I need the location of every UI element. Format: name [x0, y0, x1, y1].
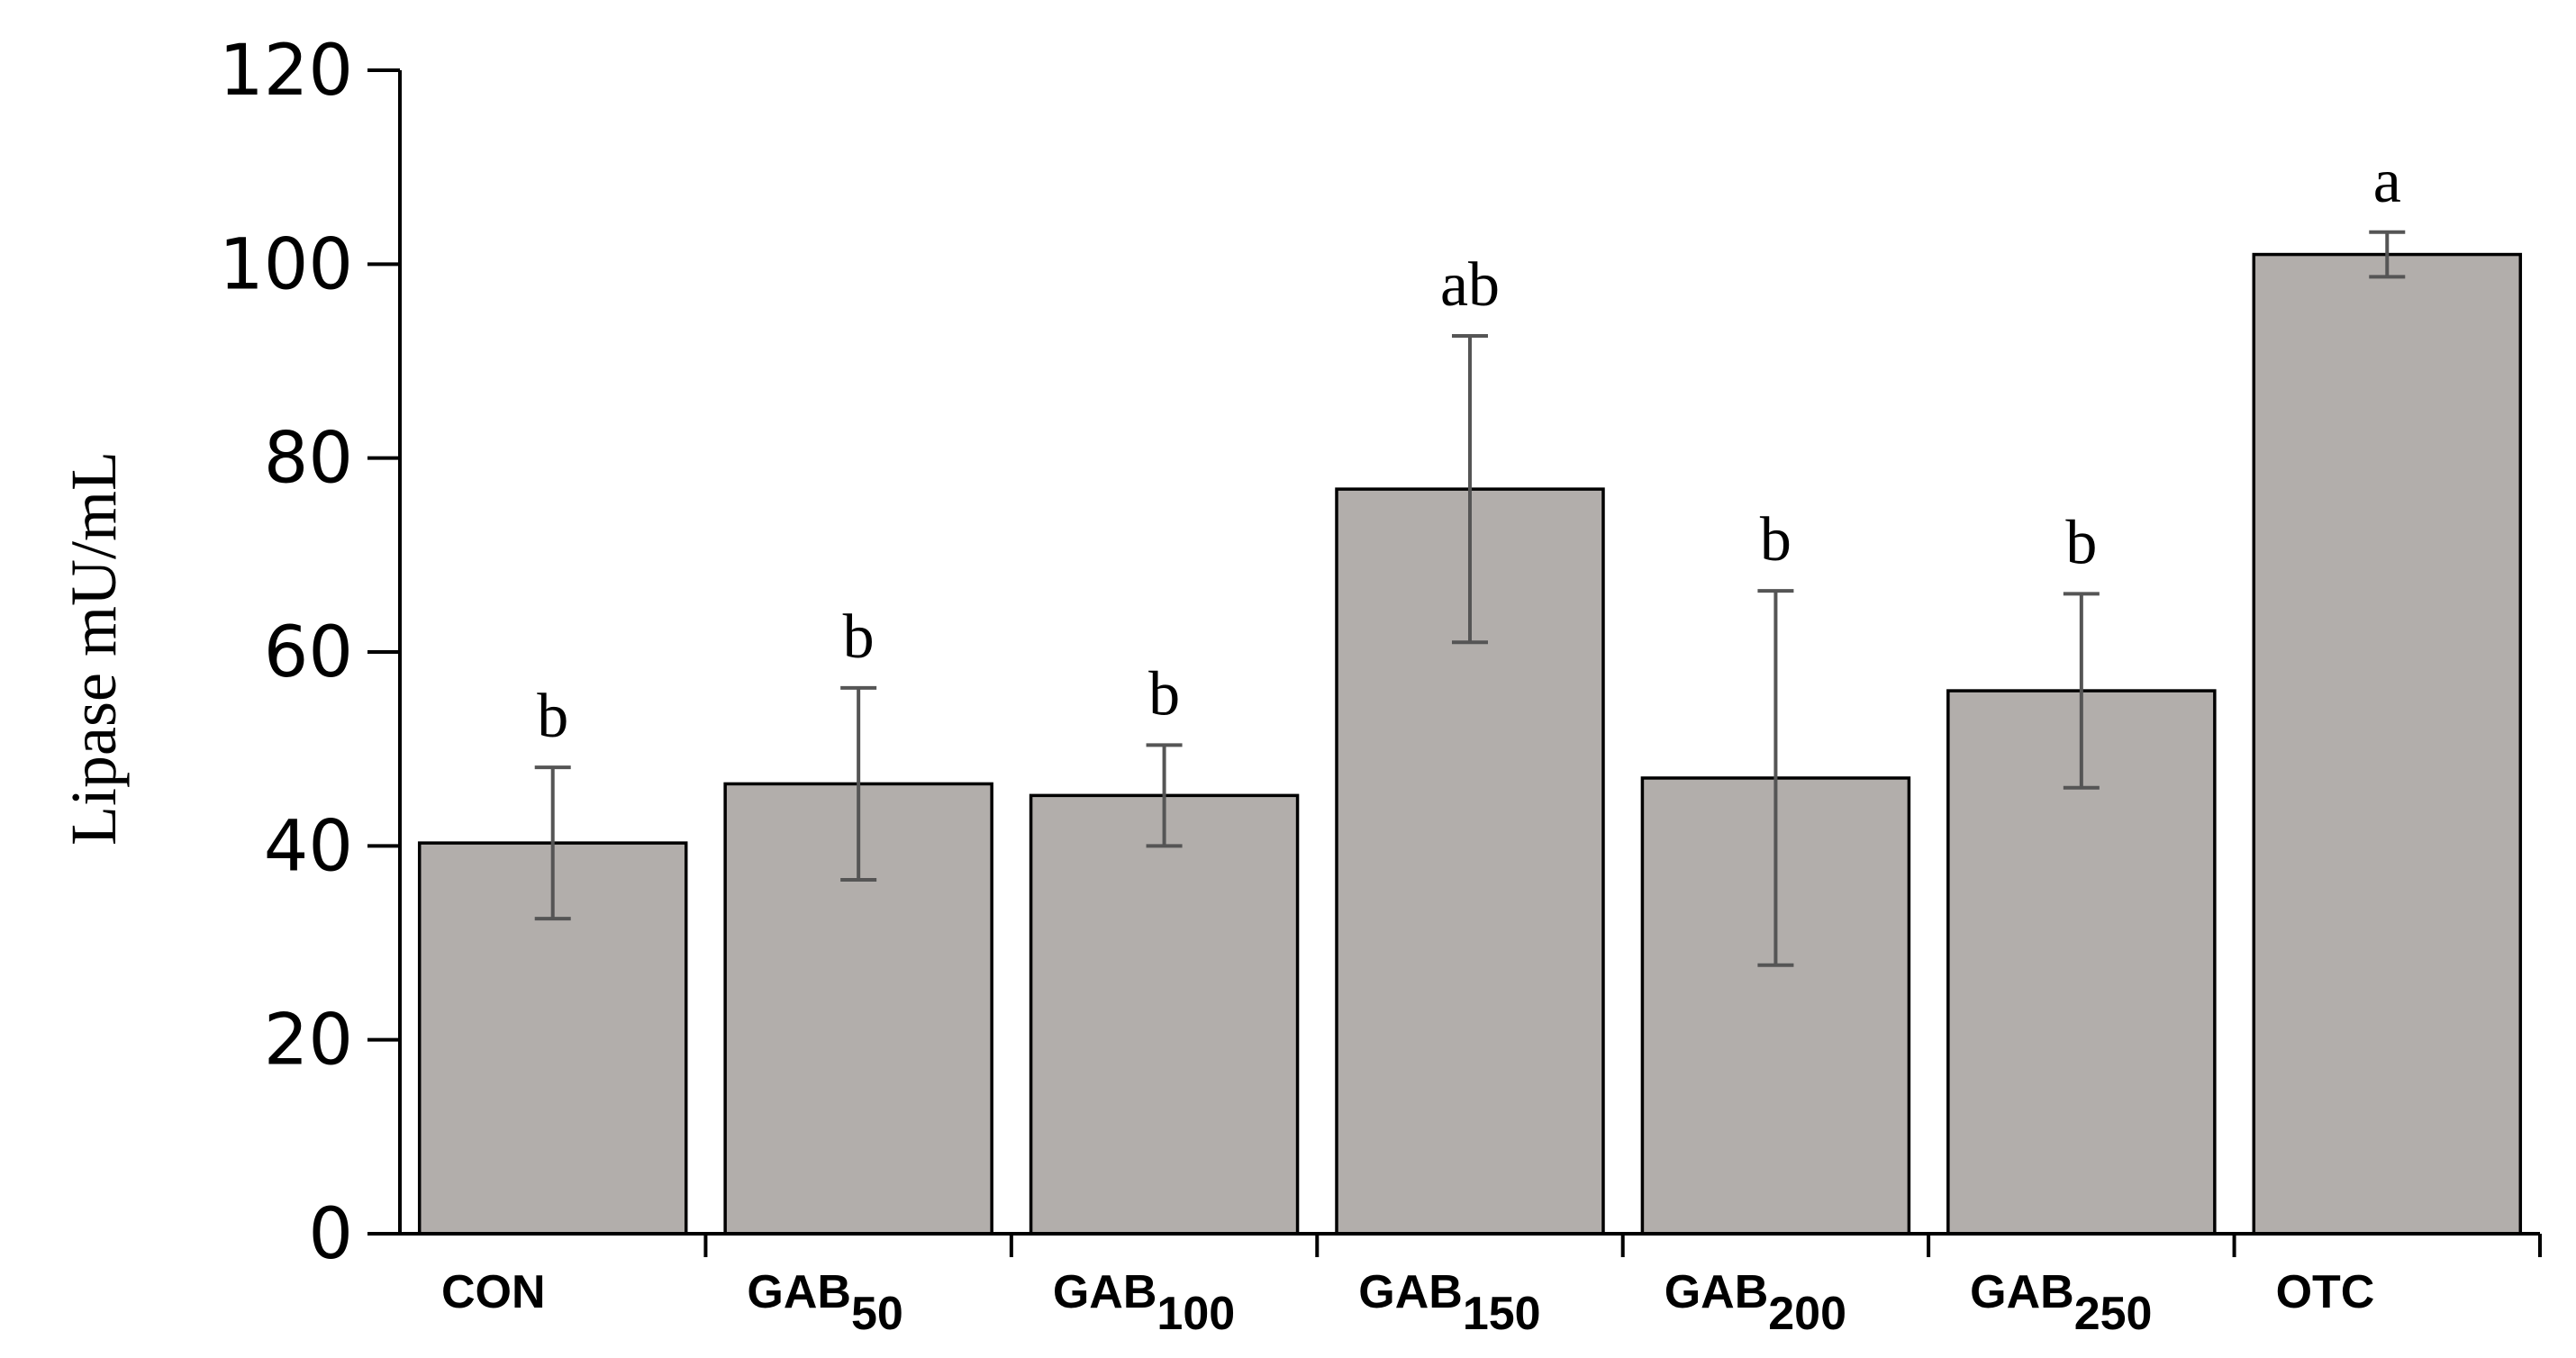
error-bar — [1757, 589, 1794, 967]
y-axis: 0 20 40 60 80 100 120 — [219, 31, 402, 1275]
significance-label: b — [843, 602, 875, 672]
x-category-subscript: 200 — [1768, 1288, 1846, 1340]
y-tick-label: 40 — [264, 806, 353, 887]
x-axis: CON GAB50 GAB100 GAB150 GAB200 GAB250 OTC — [400, 1232, 2542, 1340]
x-category-main: GAB — [1970, 1266, 2074, 1318]
x-category-subscript: 100 — [1156, 1288, 1235, 1340]
x-category-main: OTC — [2276, 1266, 2375, 1318]
bar — [1335, 487, 1605, 1236]
x-category-main: CON — [441, 1266, 546, 1318]
significance-label: a — [2373, 147, 2401, 216]
x-category-main: GAB — [747, 1266, 851, 1318]
error-bar — [1146, 743, 1183, 848]
bar — [1029, 793, 1300, 1236]
x-category-main: GAB — [1358, 1266, 1463, 1318]
x-category-label: CON — [441, 1266, 546, 1318]
error-bar — [2369, 230, 2406, 279]
x-category-label: GAB50 — [747, 1266, 903, 1340]
x-category-label: GAB100 — [1053, 1266, 1235, 1340]
significance-label: b — [2065, 508, 2097, 577]
x-category-main: GAB — [1053, 1266, 1157, 1318]
significance-label: ab — [1440, 250, 1500, 320]
x-category-label: GAB200 — [1664, 1266, 1846, 1340]
x-category-main: GAB — [1664, 1266, 1769, 1318]
x-category-label: OTC — [2276, 1266, 2375, 1318]
x-category-label: GAB250 — [1970, 1266, 2152, 1340]
x-category-subscript: 50 — [851, 1288, 903, 1340]
y-tick-label: 60 — [264, 612, 353, 693]
x-category-subscript: 250 — [2074, 1288, 2153, 1340]
y-axis-title: Lipase mU/mL — [58, 451, 130, 846]
significance-label: b — [537, 682, 568, 751]
y-tick-label: 100 — [219, 224, 353, 305]
y-tick-label: 80 — [264, 419, 353, 500]
y-tick-label: 0 — [308, 1194, 353, 1275]
x-category-label: GAB150 — [1358, 1266, 1540, 1340]
bar — [2252, 252, 2523, 1236]
error-bars — [534, 230, 2406, 967]
error-bar — [2063, 592, 2100, 790]
error-bar — [534, 765, 571, 921]
x-category-subscript: 150 — [1463, 1288, 1541, 1340]
significance-labels: b b b ab b b a — [537, 147, 2401, 751]
significance-label: b — [1148, 659, 1180, 729]
error-bar — [840, 685, 877, 883]
y-tick-label: 20 — [264, 1000, 353, 1082]
significance-label: b — [1760, 505, 1791, 575]
error-bar — [1452, 334, 1488, 645]
y-tick-label: 120 — [219, 31, 353, 112]
